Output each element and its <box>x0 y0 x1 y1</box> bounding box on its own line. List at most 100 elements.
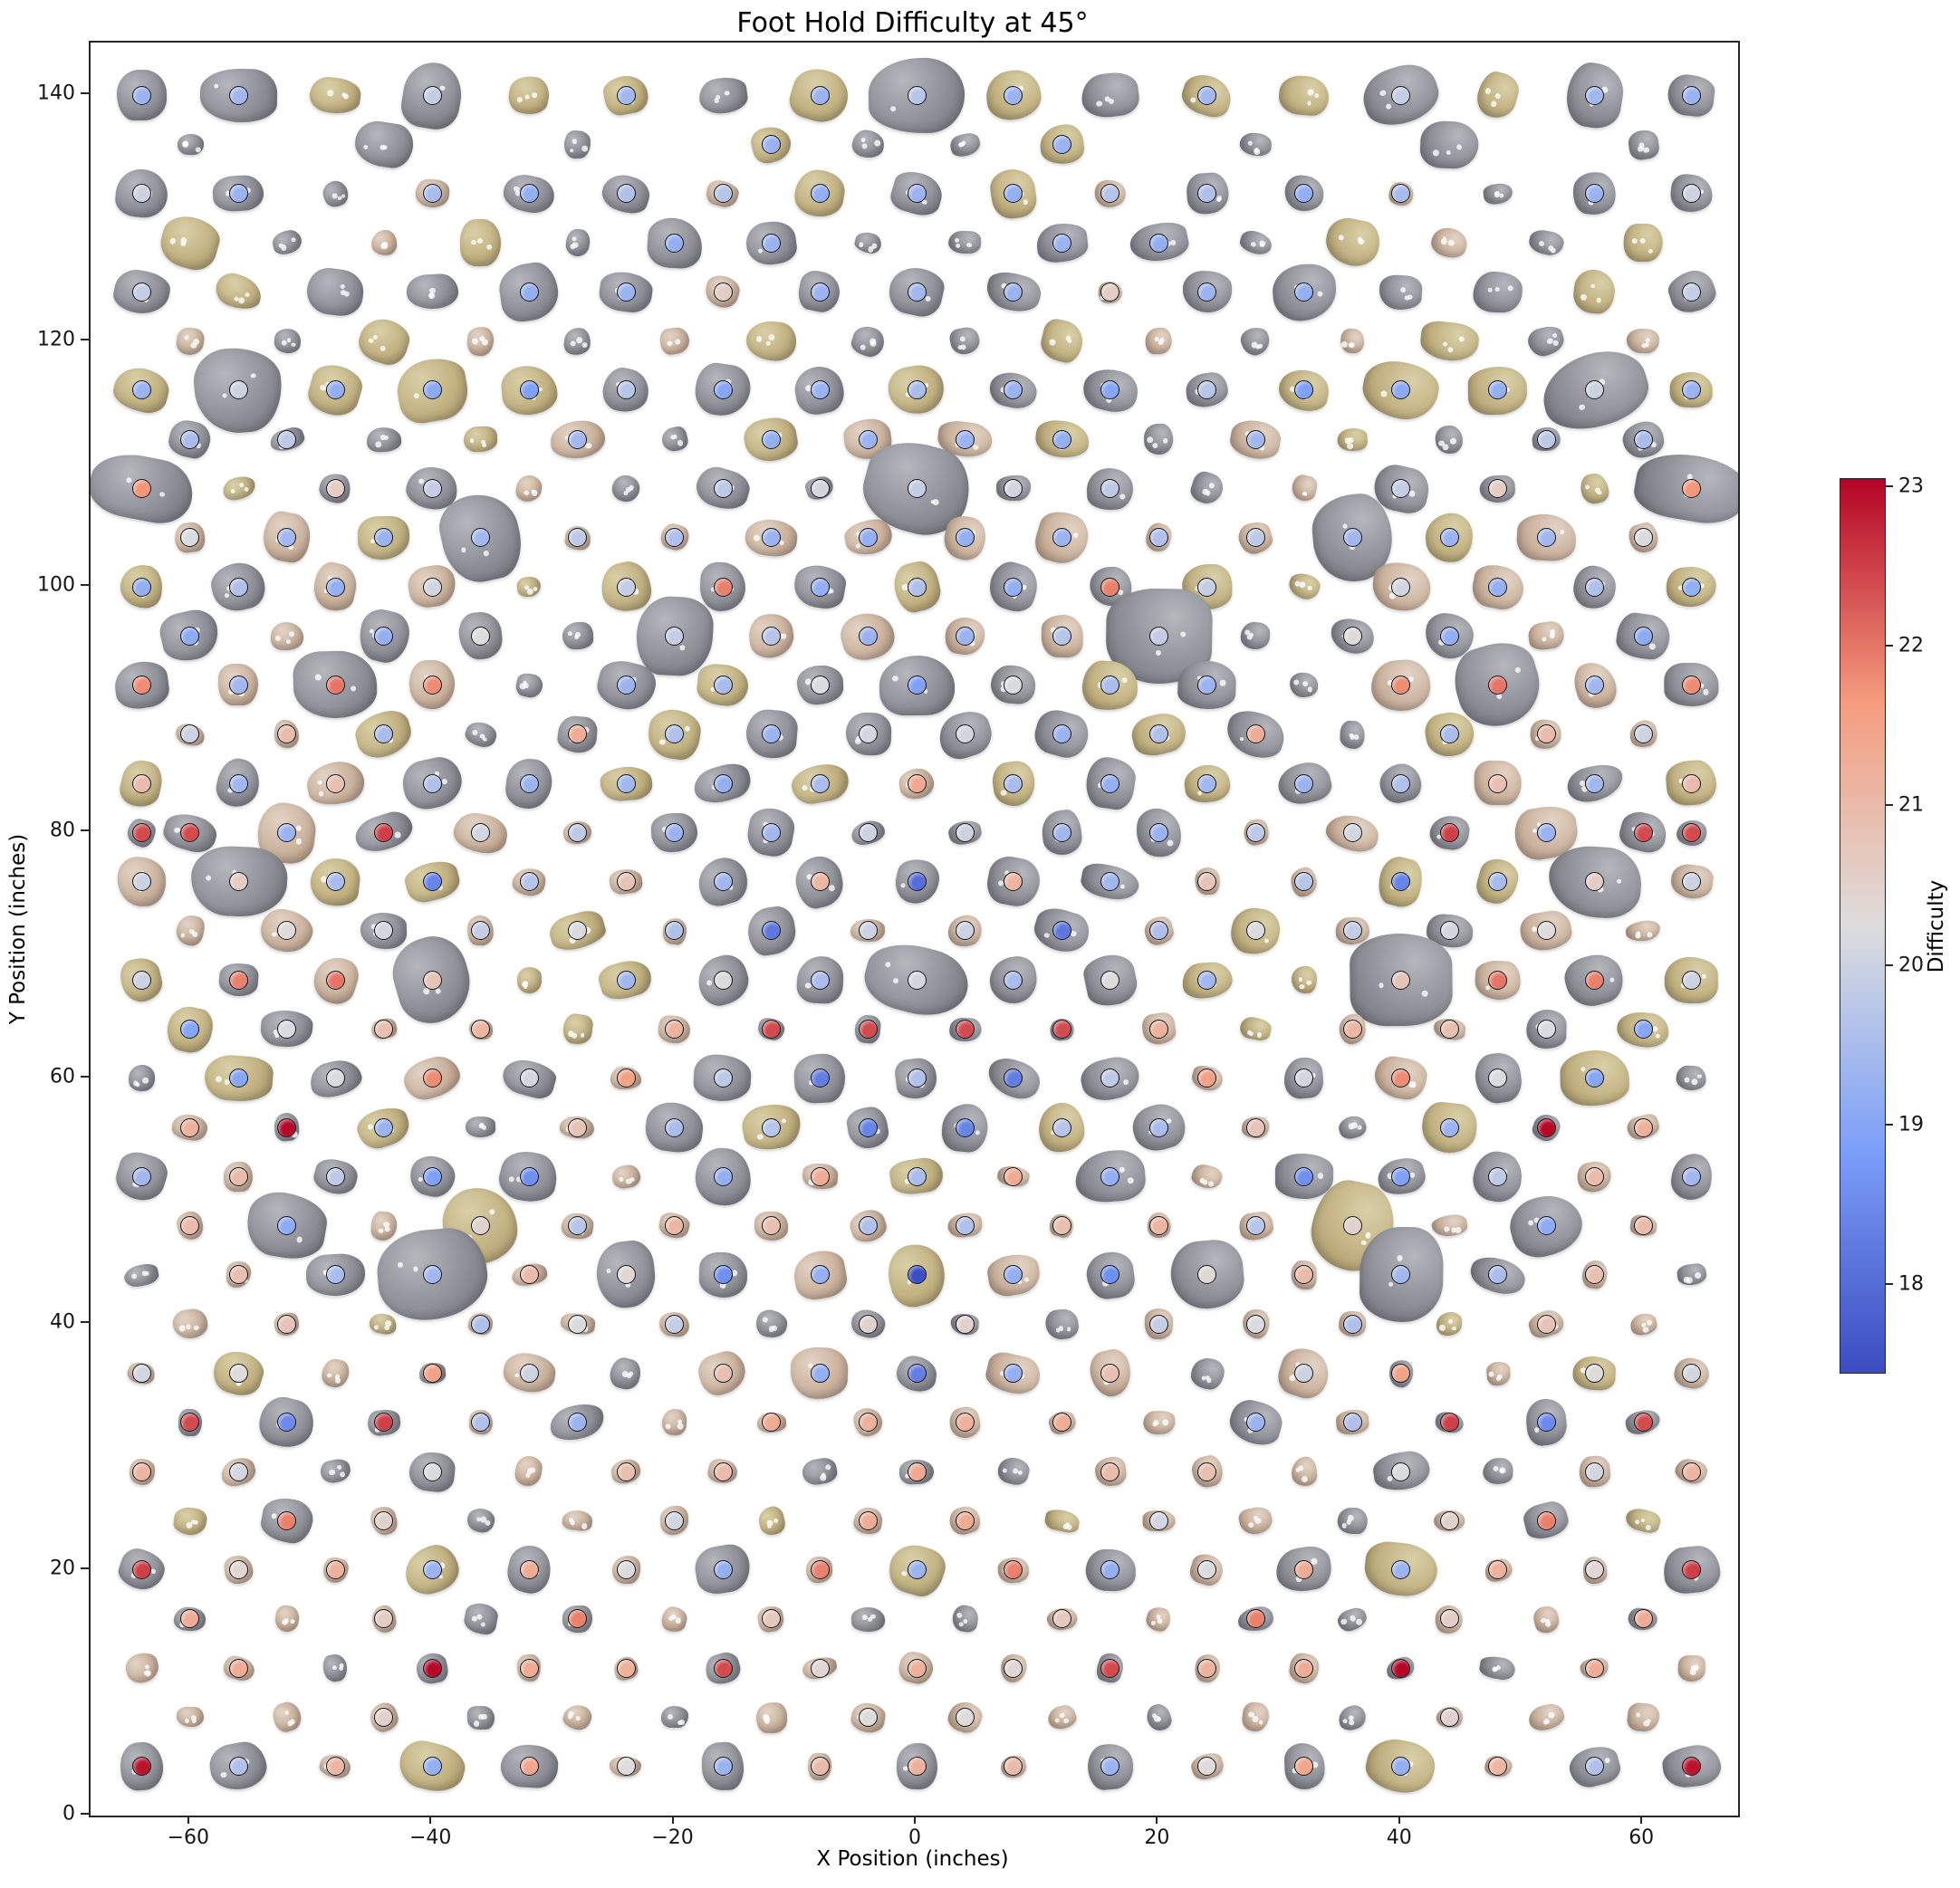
bolt-hole-speck <box>572 242 579 249</box>
climbing-hold <box>852 229 884 256</box>
bolt-hole-speck <box>1169 240 1176 246</box>
bolt-hole-speck <box>803 982 812 990</box>
bolt-hole-speck <box>178 1325 186 1333</box>
bolt-hole-speck <box>658 738 667 745</box>
difficulty-dot <box>1585 773 1605 793</box>
difficulty-dot <box>616 1757 636 1777</box>
bolt-hole-speck <box>1498 1467 1506 1475</box>
y-tick-mark <box>81 92 89 95</box>
difficulty-dot <box>907 478 927 498</box>
y-tick-mark <box>81 1567 89 1569</box>
climbing-hold <box>562 621 594 650</box>
difficulty-dot <box>131 577 151 597</box>
bolt-hole-speck <box>1593 486 1601 494</box>
difficulty-dot <box>1633 626 1653 646</box>
difficulty-dot <box>1585 676 1605 695</box>
y-tick-label: 0 <box>62 1802 75 1826</box>
climbing-hold <box>1239 131 1273 158</box>
bolt-hole-speck <box>1533 1427 1540 1433</box>
difficulty-dot <box>907 1363 927 1383</box>
climbing-hold <box>515 575 543 599</box>
bolt-hole-speck <box>482 443 487 448</box>
bolt-hole-speck <box>514 1374 520 1379</box>
difficulty-dot <box>713 1658 733 1678</box>
bolt-hole-speck <box>1215 197 1221 203</box>
difficulty-dot <box>1391 1462 1411 1481</box>
colorbar-tick-label: 18 <box>1898 1272 1924 1296</box>
climbing-hold <box>320 177 351 210</box>
bolt-hole-speck <box>205 875 211 881</box>
difficulty-dot <box>1439 1707 1459 1727</box>
plot-area <box>89 41 1740 1817</box>
difficulty-dot <box>1439 626 1459 646</box>
bolt-hole-speck <box>1179 631 1186 637</box>
difficulty-dot <box>422 1363 442 1383</box>
bolt-hole-speck <box>1119 1167 1126 1174</box>
difficulty-dot <box>762 233 782 253</box>
difficulty-dot <box>1294 872 1314 892</box>
bolt-hole-speck <box>873 139 881 148</box>
bolt-hole-speck <box>224 593 230 599</box>
difficulty-dot <box>859 1510 879 1530</box>
difficulty-dot <box>422 676 442 695</box>
bolt-hole-speck <box>1161 1419 1169 1426</box>
difficulty-dot <box>1148 921 1168 941</box>
difficulty-dot <box>422 1069 442 1088</box>
difficulty-dot <box>471 1216 491 1236</box>
difficulty-dot <box>131 380 151 400</box>
difficulty-dot <box>422 1265 442 1285</box>
difficulty-dot <box>471 1314 491 1334</box>
climbing-hold <box>755 1504 787 1538</box>
difficulty-dot <box>616 184 636 204</box>
bolt-hole-speck <box>1314 92 1320 98</box>
climbing-hold <box>176 1707 204 1728</box>
bolt-hole-speck <box>855 542 861 549</box>
x-tick-mark <box>914 1816 916 1824</box>
difficulty-dot <box>859 724 879 744</box>
difficulty-dot <box>907 1069 927 1088</box>
climbing-hold <box>1277 73 1331 117</box>
difficulty-dot <box>1004 1069 1023 1088</box>
difficulty-dot <box>810 1166 830 1186</box>
bolt-hole-speck <box>1639 237 1646 244</box>
difficulty-dot <box>859 1413 879 1433</box>
colorbar-tick-label: 22 <box>1898 634 1924 657</box>
bolt-hole-speck <box>891 675 898 681</box>
difficulty-dot <box>1488 380 1508 400</box>
difficulty-dot <box>1100 380 1120 400</box>
climbing-hold <box>1042 1507 1081 1535</box>
colorbar <box>1840 478 1886 1374</box>
bolt-hole-speck <box>572 139 578 144</box>
bolt-hole-speck <box>193 1325 200 1331</box>
difficulty-dot <box>568 921 588 941</box>
difficulty-dot <box>1439 1020 1459 1040</box>
bolt-hole-speck <box>1316 291 1322 297</box>
difficulty-dot <box>616 85 636 105</box>
difficulty-dot <box>1148 1117 1168 1137</box>
bolt-hole-speck <box>1247 140 1253 146</box>
difficulty-dot <box>1536 1020 1556 1040</box>
difficulty-dot <box>1536 724 1556 744</box>
bolt-hole-speck <box>1298 977 1303 982</box>
difficulty-dot <box>810 1658 830 1678</box>
difficulty-dot <box>1682 85 1702 105</box>
difficulty-dot <box>810 282 830 302</box>
difficulty-dot <box>131 478 151 498</box>
difficulty-dot <box>131 1757 151 1777</box>
bolt-hole-speck <box>1494 93 1502 100</box>
bolt-hole-speck <box>860 143 868 150</box>
bolt-hole-speck <box>486 244 493 251</box>
difficulty-dot <box>1536 429 1556 449</box>
bolt-hole-speck <box>531 489 539 497</box>
bolt-hole-speck <box>1346 442 1353 450</box>
difficulty-dot <box>1488 773 1508 793</box>
difficulty-dot <box>1585 1560 1605 1580</box>
colorbar-tick-label: 23 <box>1898 474 1924 498</box>
bolt-hole-speck <box>340 283 346 290</box>
difficulty-dot <box>228 184 248 204</box>
bolt-hole-speck <box>854 738 860 745</box>
y-tick-label: 120 <box>37 328 75 351</box>
difficulty-dot <box>1585 85 1605 105</box>
difficulty-dot <box>568 1314 588 1334</box>
bolt-hole-speck <box>184 1718 189 1723</box>
